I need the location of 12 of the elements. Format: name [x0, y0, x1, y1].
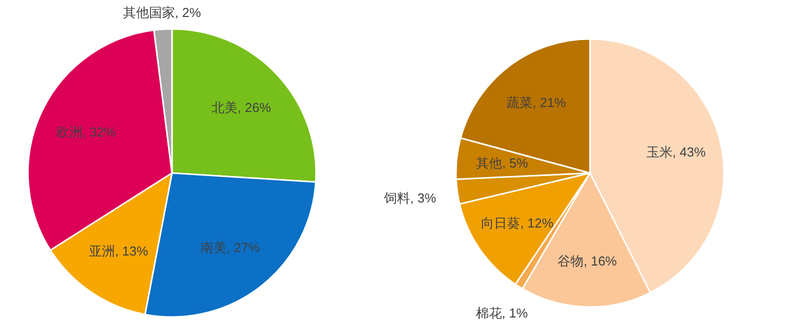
slice-label: 蔬菜, 21% — [506, 94, 566, 110]
slice-label: 欧洲, 32% — [56, 124, 116, 140]
slice-label: 棉花, 1% — [476, 306, 528, 321]
slice-label: 饲料, 3% — [383, 190, 437, 206]
slice-label: 谷物, 16% — [558, 253, 618, 268]
slice-label: 向日葵, 12% — [481, 215, 554, 230]
slice-label: 玉米, 43% — [646, 144, 706, 160]
slice-label: 其他, 5% — [476, 155, 529, 170]
slice-label: 亚洲, 13% — [88, 244, 149, 259]
slice-label: 南美, 27% — [200, 240, 260, 256]
slice-label: 北美, 26% — [212, 100, 272, 115]
slice-label: 其他国家, 2% — [122, 5, 202, 20]
